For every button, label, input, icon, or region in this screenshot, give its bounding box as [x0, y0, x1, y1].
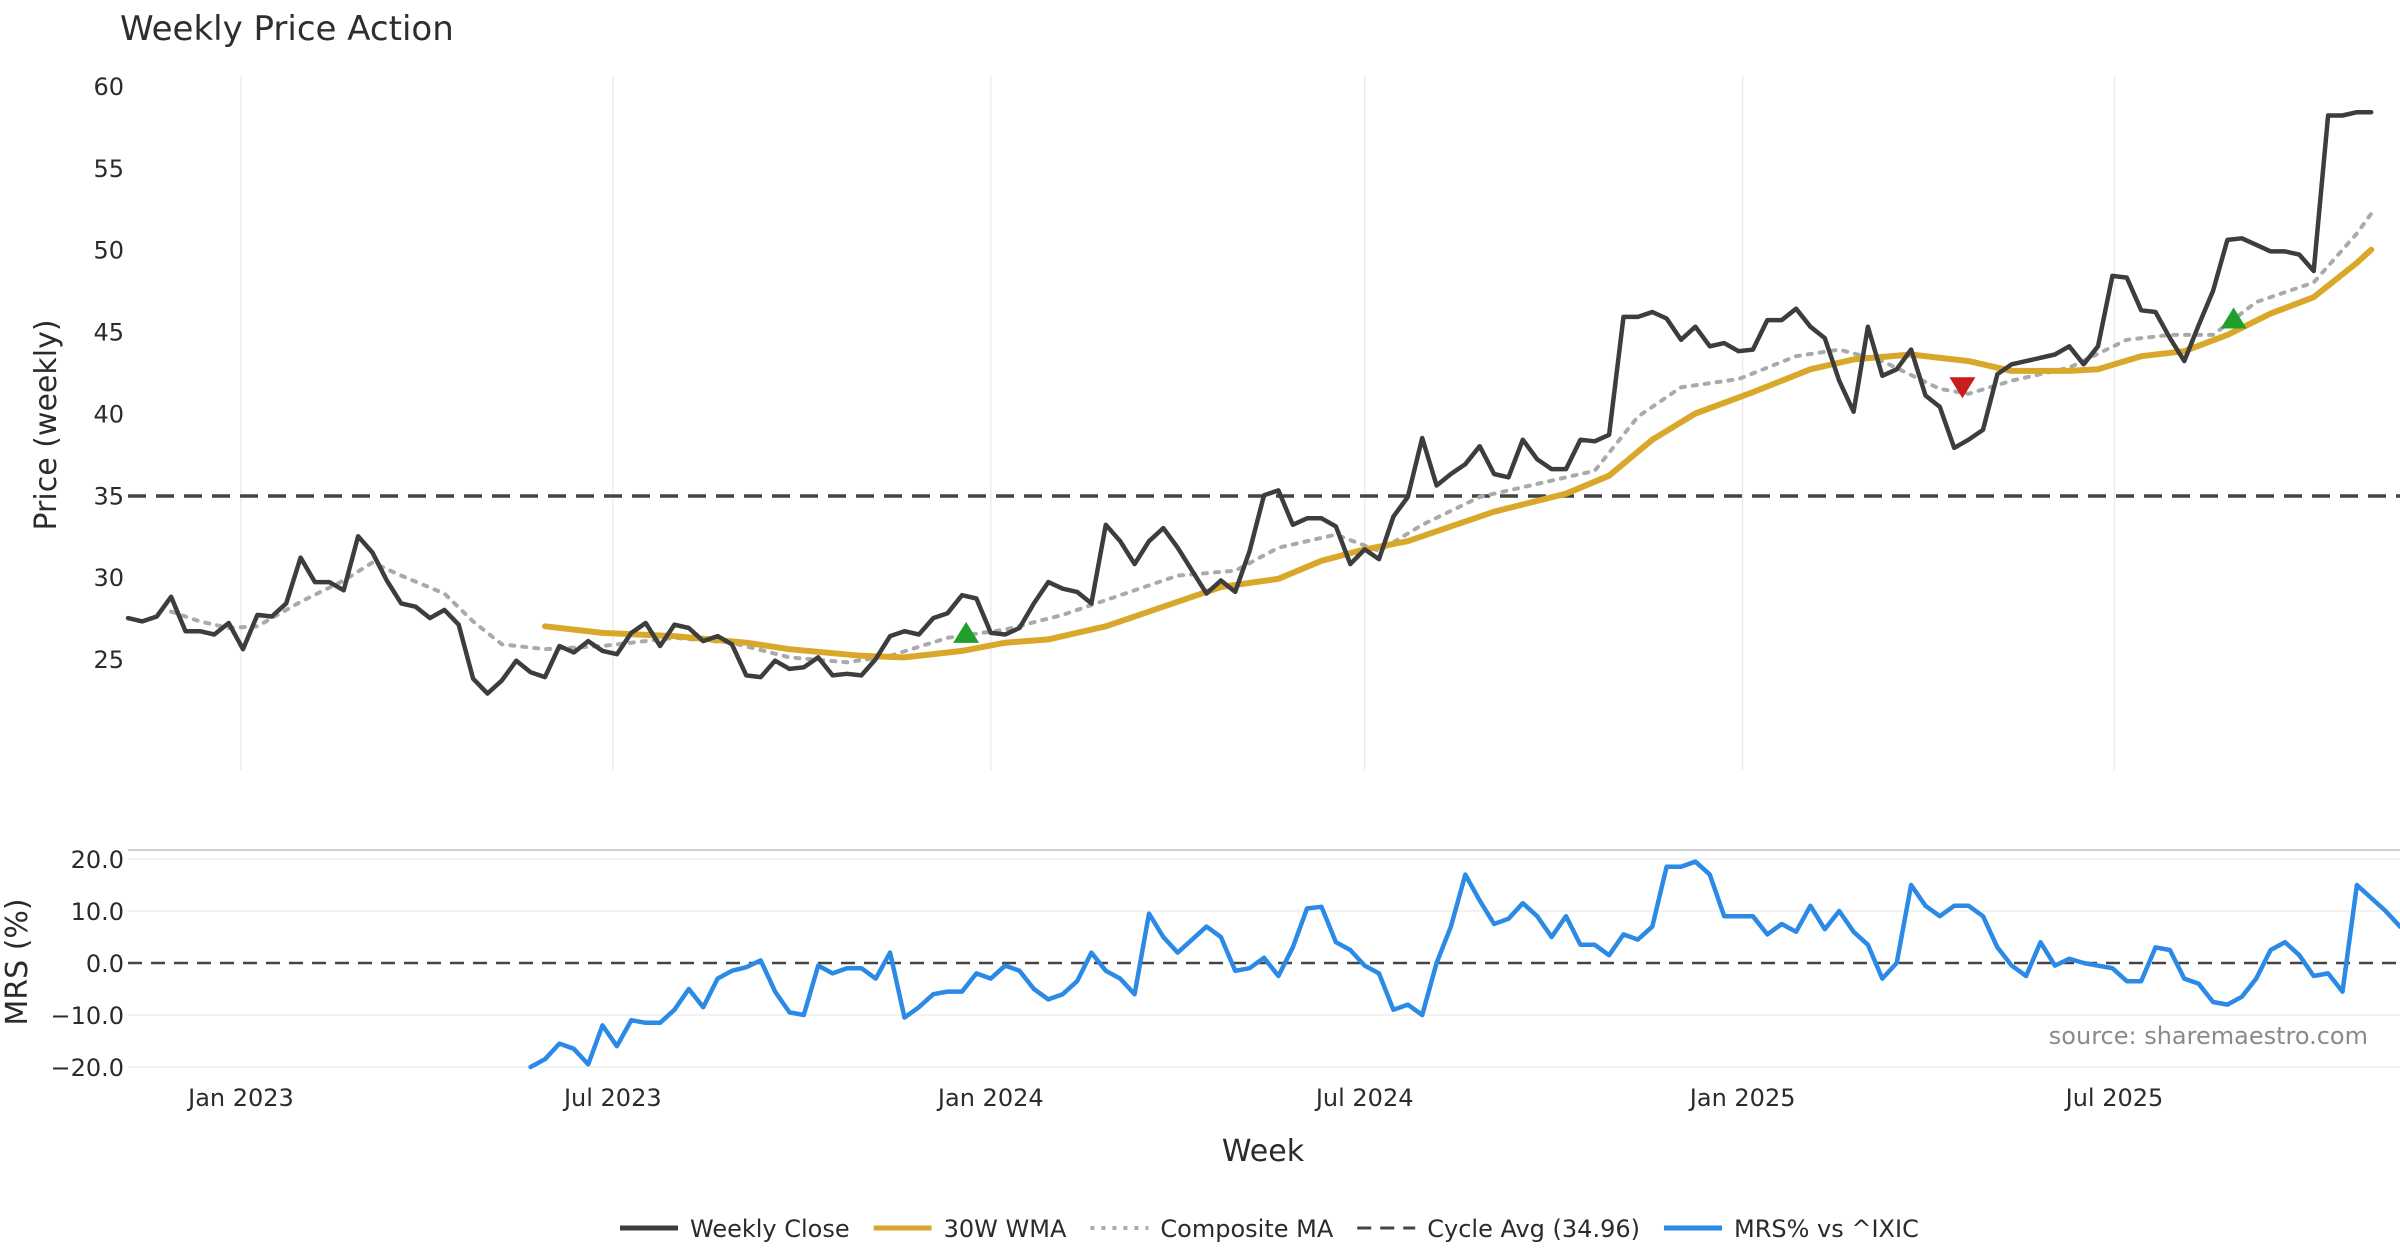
price-y-tick-label: 60: [93, 73, 124, 101]
mrs-axis-title: MRS (%): [0, 898, 35, 1025]
series-30w-wma: [542, 246, 2375, 661]
series-mrs-vs-ixic: [528, 859, 2400, 1070]
sell-signal-marker: [1949, 377, 1976, 399]
x-tick-label: Jan 2023: [186, 1084, 294, 1112]
buy-signal-marker: [953, 621, 980, 643]
mrs-y-tick-label: −20.0: [50, 1054, 124, 1082]
legend-label: 30W WMA: [944, 1215, 1067, 1243]
x-tick-label: Jul 2024: [1314, 1084, 1414, 1112]
mrs-y-tick-label: 20.0: [71, 846, 124, 874]
legend-label: Composite MA: [1160, 1215, 1333, 1243]
price-y-tick-label: 55: [93, 155, 124, 183]
series-weekly-close: [125, 109, 2374, 696]
price-y-tick-label: 25: [93, 646, 124, 674]
legend: Weekly Close 30W WMA Composite MA Cycle Avg…: [620, 1215, 1919, 1243]
x-tick-label: Jan 2025: [1688, 1084, 1796, 1112]
legend-label: MRS% vs ^IXIC: [1734, 1215, 1919, 1243]
mrs-y-tick-label: 10.0: [71, 898, 124, 926]
x-tick-label: Jul 2025: [2064, 1084, 2164, 1112]
price-y-tick-label: 35: [93, 482, 124, 510]
source-note: source: sharemaestro.com: [2049, 1022, 2368, 1050]
series-composite-ma: [169, 211, 2374, 665]
x-tick-label: Jul 2023: [562, 1084, 662, 1112]
buy-signal-marker: [2220, 307, 2247, 329]
x-tick-label: Jan 2024: [936, 1084, 1044, 1112]
price-y-tick-label: 30: [93, 564, 124, 592]
chart-title: Weekly Price Action: [120, 9, 454, 49]
legend-label: Weekly Close: [690, 1215, 850, 1243]
legend-label: Cycle Avg (34.96): [1427, 1215, 1640, 1243]
price-y-tick-label: 45: [93, 319, 124, 347]
price-axis-title: Price (weekly): [29, 319, 64, 530]
price-y-tick-label: 50: [93, 237, 124, 265]
mrs-y-tick-label: −10.0: [50, 1002, 124, 1030]
mrs-y-tick-label: 0.0: [86, 950, 124, 978]
x-axis-title: Week: [1222, 1134, 1305, 1169]
price-y-tick-label: 40: [93, 400, 124, 428]
